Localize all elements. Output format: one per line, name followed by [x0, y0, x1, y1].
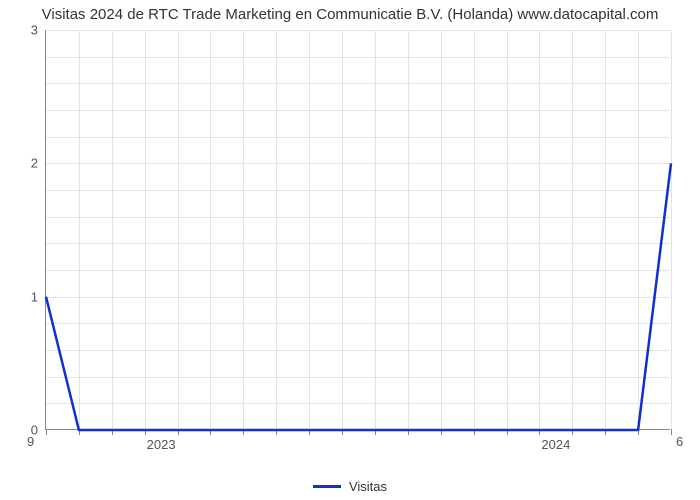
legend-swatch	[313, 485, 341, 488]
series-line	[46, 30, 671, 430]
corner-right-label: 6	[676, 434, 683, 449]
chart-title: Visitas 2024 de RTC Trade Marketing en C…	[0, 6, 700, 23]
x-tick-mark	[671, 429, 672, 435]
legend-label: Visitas	[349, 479, 387, 494]
y-tick-label: 3	[31, 23, 46, 38]
corner-left-label: 9	[27, 434, 34, 449]
gridline-vertical	[671, 30, 672, 429]
x-tick-label: 2024	[541, 429, 570, 452]
y-tick-label: 1	[31, 289, 46, 304]
y-tick-label: 2	[31, 156, 46, 171]
legend: Visitas	[0, 479, 700, 494]
x-tick-label: 2023	[147, 429, 176, 452]
plot-area: 012320232024	[45, 30, 670, 430]
